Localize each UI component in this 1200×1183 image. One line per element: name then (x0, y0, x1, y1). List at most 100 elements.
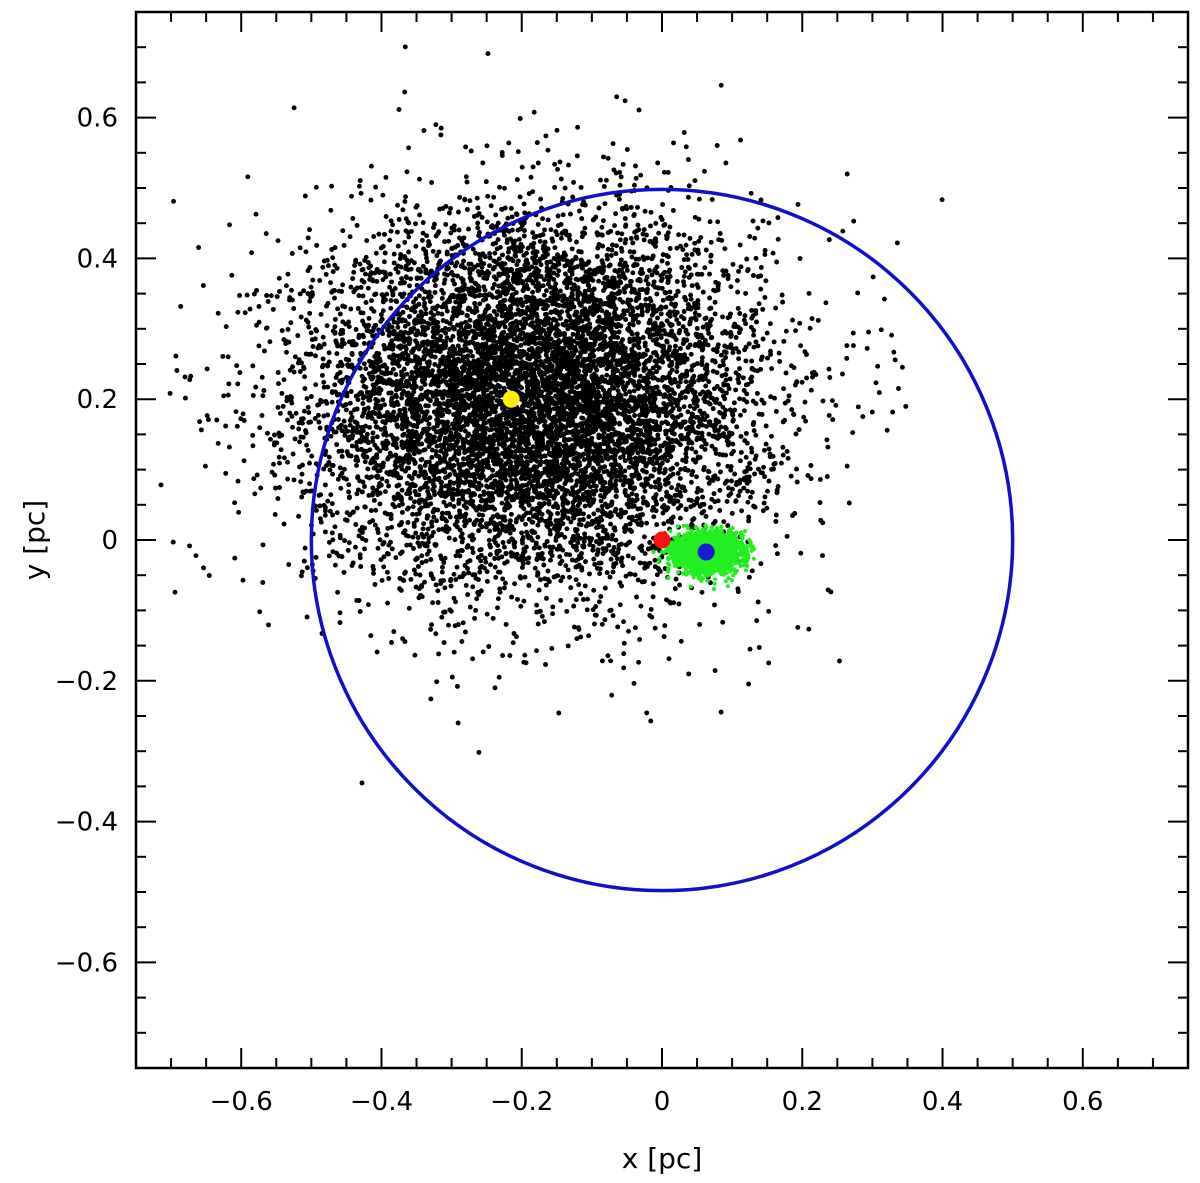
black-cloud-point (753, 255, 759, 261)
black-cloud-point (328, 433, 334, 439)
black-cloud-point (628, 278, 633, 284)
black-cloud-point (560, 212, 566, 218)
black-cloud-point (775, 215, 781, 221)
black-cloud-point (419, 430, 425, 436)
black-cloud-point (612, 295, 618, 301)
black-cloud-point (267, 339, 273, 345)
black-cloud-point (442, 609, 448, 615)
black-cloud-point (584, 607, 590, 613)
black-cloud-point (494, 312, 500, 318)
black-cloud-point (354, 440, 360, 445)
black-cloud-point (708, 259, 714, 265)
black-cloud-point (332, 245, 338, 251)
black-cloud-point (290, 451, 296, 457)
black-cloud-point (247, 306, 253, 312)
black-cloud-point (404, 542, 410, 548)
black-cloud-point (773, 305, 779, 311)
black-cloud-point (771, 461, 777, 467)
black-cloud-point (801, 414, 807, 420)
black-cloud-point (712, 311, 718, 317)
black-cloud-point (659, 496, 665, 502)
black-cloud-point (615, 624, 621, 630)
black-cloud-point (351, 289, 357, 295)
black-cloud-point (389, 524, 395, 530)
black-cloud-point (338, 473, 343, 478)
black-cloud-point (359, 536, 365, 542)
black-cloud-point (487, 454, 493, 460)
black-cloud-point (508, 481, 514, 487)
black-cloud-point (729, 510, 735, 516)
black-cloud-point (655, 315, 660, 321)
black-cloud-point (414, 517, 420, 523)
black-cloud-point (658, 311, 664, 317)
black-cloud-point (172, 589, 178, 595)
black-cloud-point (601, 423, 607, 429)
black-cloud-point (769, 466, 775, 472)
black-cloud-point (446, 535, 452, 541)
black-cloud-point (750, 273, 756, 278)
black-cloud-point (617, 289, 623, 294)
black-cloud-point (599, 384, 604, 390)
black-cloud-point (939, 197, 945, 203)
black-cloud-point (607, 574, 613, 580)
black-cloud-point (519, 530, 525, 536)
black-cloud-point (717, 508, 723, 513)
black-cloud-point (703, 383, 709, 389)
black-cloud-point (738, 137, 743, 143)
black-cloud-point (544, 539, 550, 544)
black-cloud-point (718, 424, 724, 430)
black-cloud-point (250, 432, 256, 438)
black-cloud-point (550, 504, 556, 510)
black-cloud-point (488, 562, 493, 568)
black-cloud-point (435, 588, 441, 594)
black-cloud-point (754, 319, 759, 325)
black-cloud-point (328, 280, 334, 286)
black-cloud-point (279, 390, 285, 396)
black-cloud-point (498, 458, 504, 464)
black-cloud-point (596, 278, 602, 284)
black-cloud-point (729, 478, 734, 484)
black-cloud-point (299, 471, 305, 477)
black-cloud-point (335, 589, 341, 595)
black-cloud-point (362, 257, 368, 263)
black-cloud-point (366, 475, 372, 481)
black-cloud-point (318, 397, 324, 403)
black-cloud-point (287, 367, 293, 373)
black-cloud-point (427, 242, 432, 248)
black-cloud-point (692, 214, 698, 220)
black-cloud-point (307, 460, 312, 466)
black-cloud-point (654, 369, 659, 375)
black-cloud-point (733, 346, 739, 352)
black-cloud-point (421, 521, 427, 527)
black-cloud-point (233, 409, 239, 415)
black-cloud-point (534, 249, 540, 255)
black-cloud-point (404, 169, 410, 175)
black-cloud-point (359, 780, 365, 786)
black-cloud-point (487, 251, 493, 257)
black-cloud-point (332, 562, 338, 568)
black-cloud-point (725, 273, 731, 278)
black-cloud-point (332, 295, 337, 301)
black-cloud-point (313, 554, 319, 560)
black-cloud-point (365, 405, 371, 411)
black-cloud-point (647, 296, 653, 301)
black-cloud-point (706, 330, 712, 336)
black-cloud-point (643, 439, 648, 445)
black-cloud-point (299, 494, 305, 500)
black-cloud-point (513, 491, 519, 497)
black-cloud-point (769, 433, 774, 439)
black-cloud-point (474, 471, 480, 477)
black-cloud-point (582, 583, 588, 589)
black-cloud-point (762, 247, 768, 253)
black-cloud-point (339, 554, 345, 560)
black-cloud-point (451, 294, 457, 300)
black-cloud-point (628, 235, 634, 241)
black-cloud-point (374, 445, 380, 451)
black-cloud-point (427, 398, 433, 404)
black-cloud-point (608, 556, 614, 562)
black-cloud-point (748, 376, 754, 382)
black-cloud-point (463, 144, 469, 150)
black-cloud-point (580, 511, 586, 517)
black-cloud-point (785, 455, 791, 461)
black-cloud-point (407, 542, 413, 548)
